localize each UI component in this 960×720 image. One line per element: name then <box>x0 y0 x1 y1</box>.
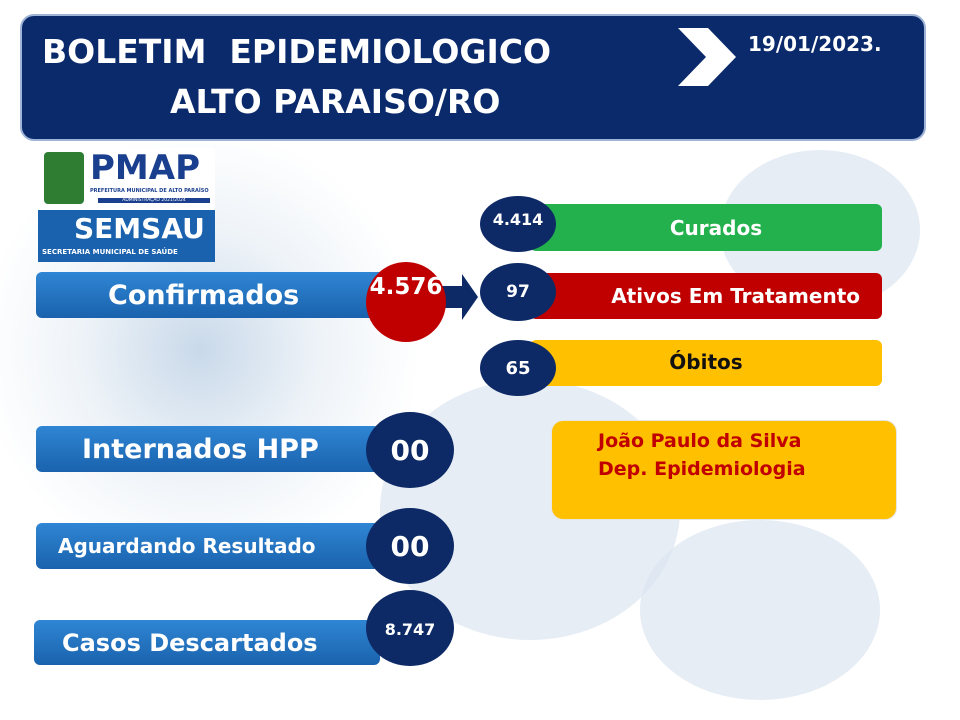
aguardando-value: 00 <box>366 508 454 584</box>
semsau: SEMSAU <box>74 212 205 245</box>
header <box>20 14 926 141</box>
signature-box <box>551 420 897 520</box>
title-line2: ALTO PARAISO/RO <box>170 82 501 121</box>
curados-bar: Curados <box>530 204 882 251</box>
ativos-value: 97 <box>480 263 556 321</box>
signature-department: Dep. Epidemiologia <box>598 458 806 480</box>
aguardando-bar: Aguardando Resultado <box>36 523 380 569</box>
logo: PMAP PREFEITURA MUNICIPAL DE ALTO PARAÍS… <box>38 148 215 262</box>
signature-name: João Paulo da Silva <box>598 430 802 452</box>
internados-bar: Internados HPP <box>36 426 380 472</box>
pmap-sub: PREFEITURA MUNICIPAL DE ALTO PARAÍSO <box>90 188 209 194</box>
title-line1: BOLETIM EPIDEMIOLOGICO <box>42 32 552 71</box>
pmap: PMAP <box>90 148 200 188</box>
date: 19/01/2023. <box>748 32 882 56</box>
internados-value: 00 <box>366 412 454 488</box>
obitos-bar: Óbitos <box>530 340 882 386</box>
confirmados-value: 4.576 <box>366 262 446 342</box>
chevron <box>678 28 736 86</box>
pmap-admin: ADMINISTRAÇÃO 2021/2024 <box>98 198 210 203</box>
curados-value: 4.414 <box>480 196 556 252</box>
semsau-sub: SECRETARIA MUNICIPAL DE SAÚDE <box>42 248 178 256</box>
ativos-bar: Ativos Em Tratamento <box>530 273 882 319</box>
confirmados-bar: Confirmados <box>36 272 400 318</box>
arrow <box>440 274 478 320</box>
obitos-value: 65 <box>480 340 556 396</box>
descartados-value: 8.747 <box>366 590 454 666</box>
descartados-bar: Casos Descartados <box>34 620 380 665</box>
